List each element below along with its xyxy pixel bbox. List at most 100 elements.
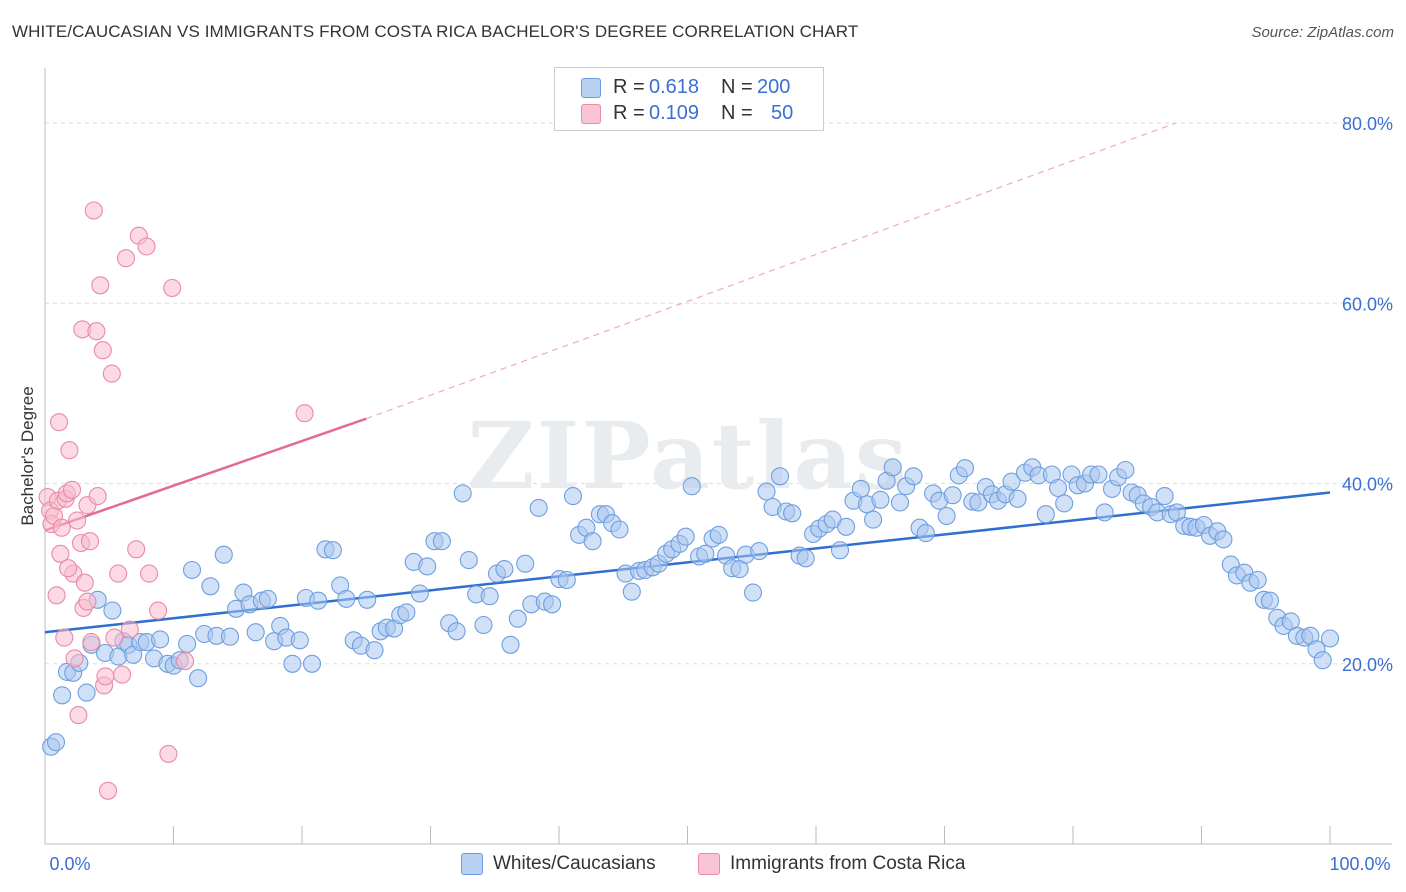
source-credit: Source: ZipAtlas.com xyxy=(1251,24,1394,41)
point-whites xyxy=(563,487,583,506)
point-costa-rica xyxy=(96,667,115,686)
point-whites xyxy=(904,467,923,486)
point-costa-rica xyxy=(120,620,139,639)
point-whites xyxy=(290,631,309,650)
r-value: 0.618 xyxy=(649,75,700,98)
point-whites xyxy=(783,504,802,523)
trend-lines xyxy=(44,122,1331,634)
point-whites xyxy=(1116,460,1135,480)
point-whites xyxy=(770,467,790,486)
point-costa-rica xyxy=(113,665,132,684)
point-whites xyxy=(1260,591,1280,610)
point-whites xyxy=(837,517,856,536)
point-costa-rica xyxy=(127,540,146,559)
point-whites xyxy=(1248,570,1267,590)
point-costa-rica xyxy=(149,601,168,620)
point-costa-rica xyxy=(91,276,110,295)
point-whites xyxy=(890,493,910,512)
point-whites xyxy=(258,589,277,608)
point-whites xyxy=(309,591,328,610)
point-costa-rica xyxy=(109,564,128,583)
point-whites xyxy=(201,577,220,596)
gridlines xyxy=(45,122,1392,665)
point-costa-rica xyxy=(62,480,82,499)
legend-swatch-blue xyxy=(581,78,601,98)
point-whites xyxy=(1155,487,1174,506)
y-axis-label: Bachelor's Degree xyxy=(18,386,37,526)
n-label: N = xyxy=(721,75,753,98)
point-whites xyxy=(937,506,956,526)
point-whites xyxy=(543,595,562,614)
point-whites xyxy=(955,459,975,478)
legend-item-costa-rica[interactable]: Immigrants from Costa Rica xyxy=(698,852,965,876)
point-whites xyxy=(397,603,416,622)
point-whites xyxy=(302,654,322,673)
point-costa-rica xyxy=(87,322,106,341)
point-costa-rica xyxy=(84,201,103,220)
point-whites xyxy=(214,545,233,564)
point-whites xyxy=(1036,505,1055,524)
legend-swatch-blue xyxy=(461,853,483,875)
point-whites xyxy=(796,549,815,568)
point-costa-rica xyxy=(59,559,78,578)
point-whites xyxy=(337,589,356,608)
x-tick-label: 0.0% xyxy=(49,854,90,874)
legend-label: Immigrants from Costa Rica xyxy=(730,853,966,874)
point-whites xyxy=(557,570,576,590)
point-whites xyxy=(1002,472,1021,491)
point-costa-rica xyxy=(105,628,124,647)
point-whites xyxy=(943,486,962,505)
n-label: N = xyxy=(721,101,753,124)
correlation-legend: R = 0.618 N = 200 R = 0.109 N = 50 xyxy=(554,67,824,131)
point-whites xyxy=(622,582,641,601)
point-whites xyxy=(410,584,429,603)
point-costa-rica xyxy=(60,441,79,460)
legend-swatch-pink xyxy=(698,853,720,875)
point-costa-rica xyxy=(88,487,107,506)
point-whites xyxy=(365,641,384,660)
point-costa-rica xyxy=(68,511,87,530)
point-whites xyxy=(969,493,988,512)
point-whites xyxy=(529,498,548,517)
point-costa-rica xyxy=(69,706,88,725)
point-costa-rica xyxy=(47,586,66,605)
y-tick-label: 40.0% xyxy=(1342,475,1393,495)
point-costa-rica xyxy=(295,404,314,423)
chart-title: WHITE/CAUCASIAN VS IMMIGRANTS FROM COSTA… xyxy=(12,22,859,41)
point-whites xyxy=(53,686,72,705)
scatter-points xyxy=(38,201,1340,800)
point-whites xyxy=(750,542,769,561)
r-label: R = xyxy=(613,75,645,98)
point-whites xyxy=(501,635,520,654)
point-costa-rica xyxy=(140,564,159,583)
y-tick-label: 80.0% xyxy=(1342,114,1393,134)
point-costa-rica xyxy=(55,628,74,647)
x-tick-label: 100.0% xyxy=(1329,854,1390,874)
point-whites xyxy=(447,622,466,641)
legend-swatch-pink xyxy=(581,104,601,124)
axes xyxy=(44,68,1392,845)
point-whites xyxy=(1313,651,1332,670)
point-whites xyxy=(178,634,197,653)
point-costa-rica xyxy=(93,341,112,360)
legend-item-whites[interactable]: Whites/Caucasians xyxy=(461,852,656,876)
point-whites xyxy=(46,733,66,752)
point-whites xyxy=(883,458,902,477)
legend-label: Whites/Caucasians xyxy=(493,853,656,874)
point-whites xyxy=(676,527,695,546)
point-costa-rica xyxy=(163,278,182,298)
point-whites xyxy=(516,554,535,573)
point-whites xyxy=(1055,494,1074,513)
point-whites xyxy=(418,557,437,576)
point-whites xyxy=(709,525,728,544)
point-whites xyxy=(495,560,514,579)
point-costa-rica xyxy=(80,532,100,551)
trend-extension-costa-rica xyxy=(366,122,1177,420)
point-costa-rica xyxy=(78,592,97,611)
point-costa-rica xyxy=(159,744,178,763)
point-whites xyxy=(757,482,776,501)
point-whites xyxy=(1095,503,1114,522)
trend-line-costa-rica xyxy=(44,417,367,532)
point-whites xyxy=(459,551,478,570)
